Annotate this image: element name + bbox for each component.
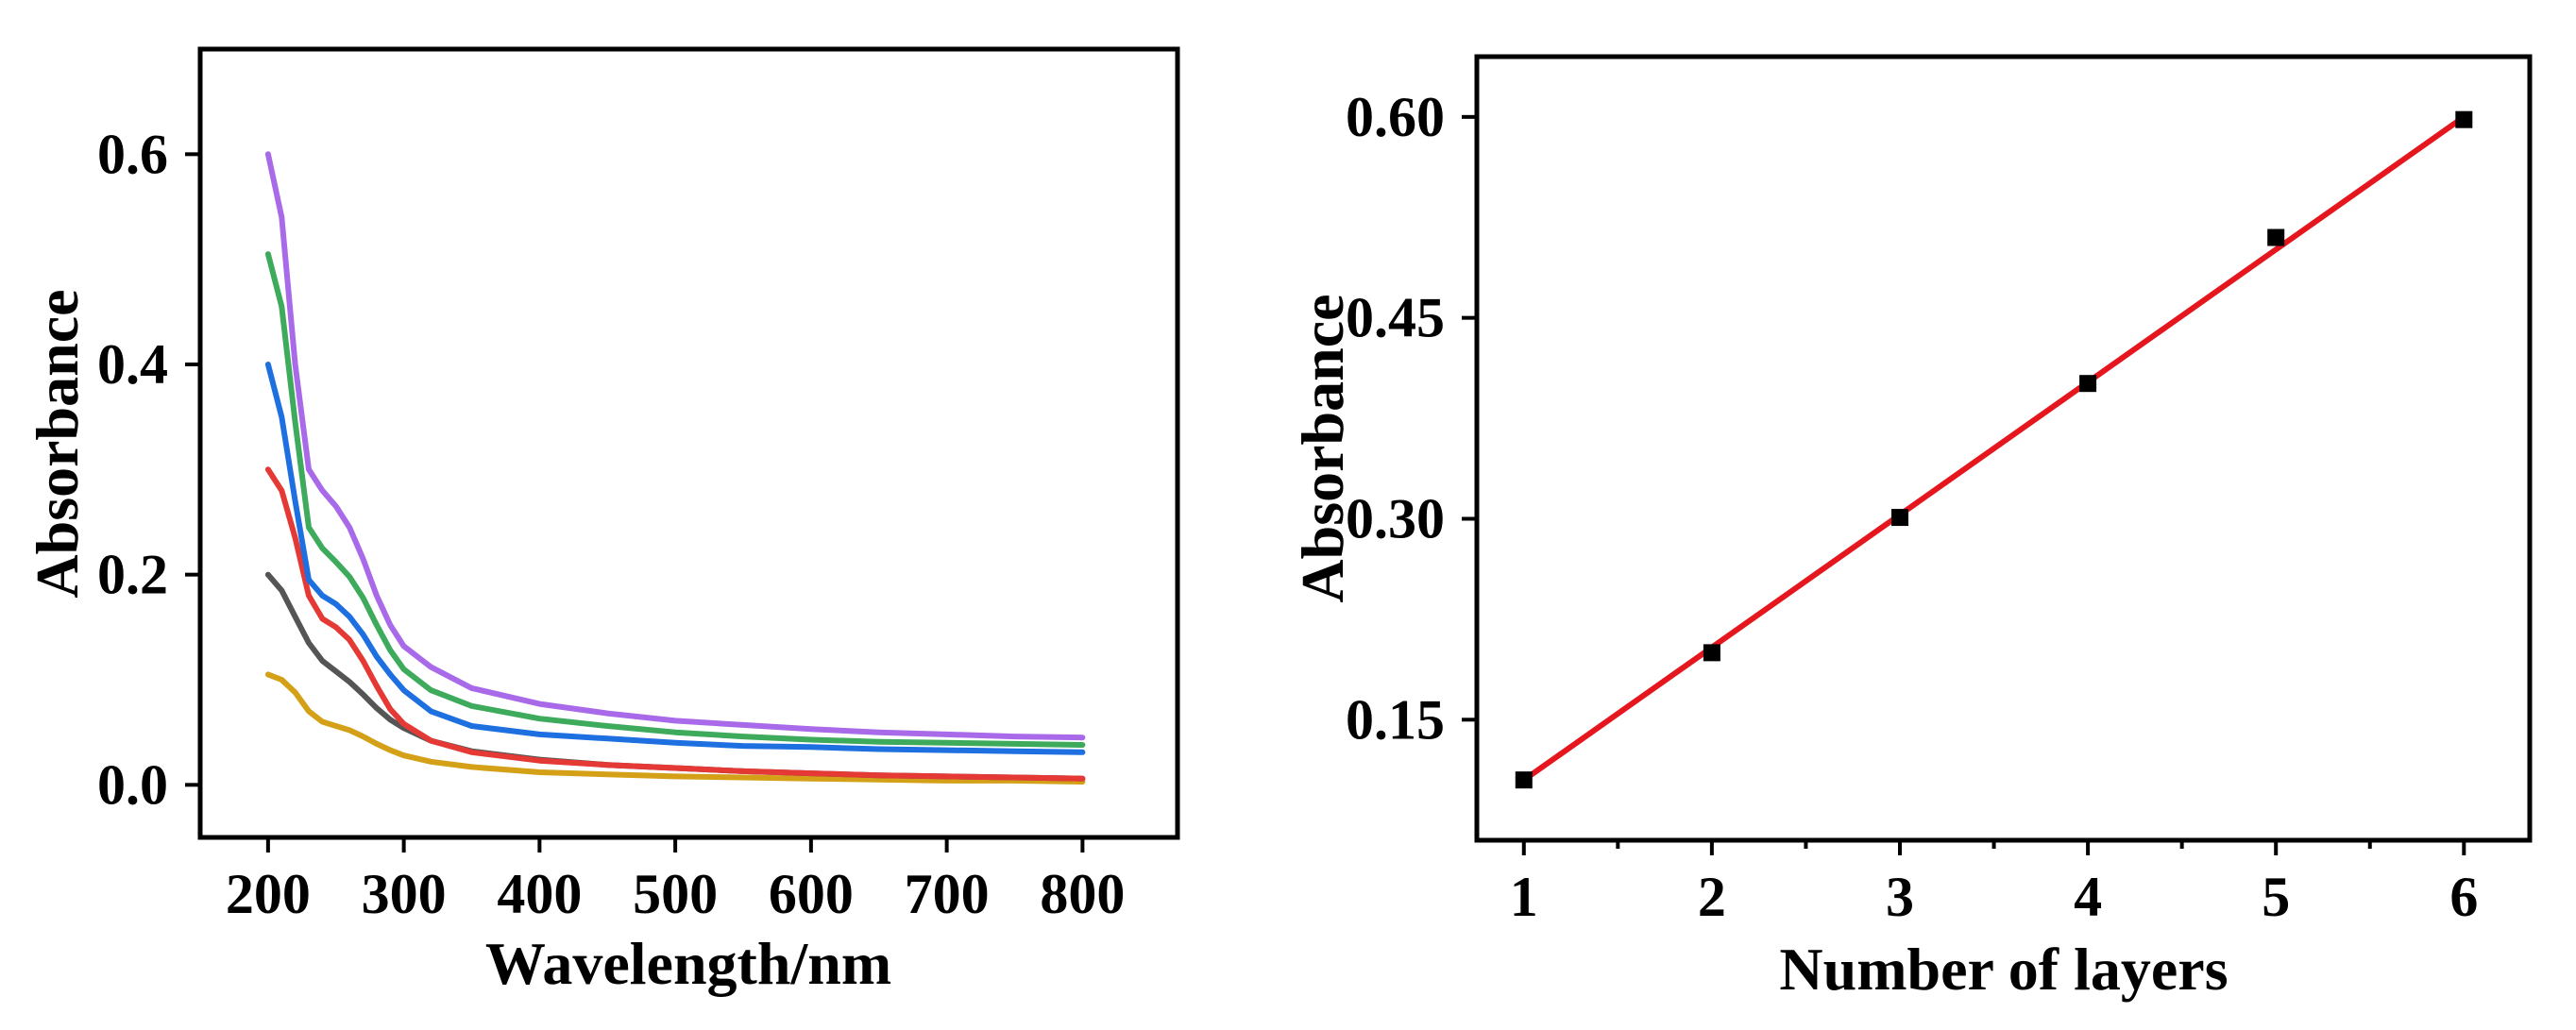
layers-x-tick-label: 6 — [2449, 866, 2478, 928]
spectra-plot-frame — [197, 46, 1180, 840]
spectra-y-tick-label: 0.6 — [97, 123, 168, 185]
data-point-2 — [1703, 644, 1720, 662]
layers-x-tick-label: 5 — [2262, 866, 2290, 928]
spectra-y-axis: 0.0 0.2 0.4 0.6 — [97, 123, 200, 816]
spectra-x-tick-label: 700 — [905, 863, 990, 925]
layers-x-tick-label: 4 — [2074, 866, 2102, 928]
spectrum-line-3-layers — [264, 466, 1086, 782]
spectrum-line-5-layers — [264, 251, 1086, 748]
layers-x-axis: 1 2 3 4 5 6 — [1510, 840, 2478, 928]
layers-y-axis-title: Absorbance — [1289, 294, 1356, 602]
spectrum-line-6-layers — [264, 151, 1086, 741]
layers-x-axis-title: Number of layers — [1779, 936, 2228, 1003]
spectra-y-tick-label: 0.4 — [97, 333, 168, 396]
data-point-6 — [2455, 110, 2473, 128]
layers-panel: 1 2 3 4 5 6 0.15 0.30 0.45 0.60 Number of layers… — [1289, 54, 2533, 1003]
spectra-x-tick-label: 800 — [1040, 863, 1125, 925]
linear-fit-line — [1520, 113, 2467, 784]
layers-points — [1515, 110, 2473, 789]
data-point-5 — [2267, 228, 2285, 246]
spectra-y-tick-label: 0.0 — [97, 753, 168, 816]
spectra-y-tick-label: 0.2 — [97, 544, 168, 606]
layers-fit — [1520, 113, 2467, 784]
layers-y-tick-label: 0.45 — [1346, 287, 1445, 349]
spectrum-line-4-layers — [264, 362, 1086, 755]
spectra-x-axis-title: Wavelength/nm — [485, 930, 891, 997]
layers-x-tick-label: 2 — [1698, 866, 1726, 928]
spectra-curves — [264, 151, 1086, 785]
layers-x-tick-label: 3 — [1886, 866, 1914, 928]
spectra-x-tick-label: 300 — [362, 863, 447, 925]
spectra-x-tick-label: 400 — [497, 863, 582, 925]
data-point-3 — [1890, 509, 1908, 527]
data-point-1 — [1515, 771, 1533, 789]
data-point-4 — [2079, 375, 2097, 393]
spectra-x-tick-label: 600 — [769, 863, 854, 925]
layers-y-tick-label: 0.30 — [1346, 487, 1445, 549]
spectra-x-tick-label: 200 — [226, 863, 311, 925]
spectra-panel: 200 300 400 500 600 700 800 0.0 0.2 0.4 0.6 Wavel… — [24, 46, 1180, 997]
spectra-y-axis-title: Absorbance — [24, 289, 91, 598]
layers-y-axis: 0.15 0.30 0.45 0.60 — [1346, 86, 1477, 751]
spectra-x-axis: 200 300 400 500 600 700 800 — [226, 837, 1125, 925]
layers-y-tick-label: 0.15 — [1346, 688, 1445, 751]
layers-plot-frame — [1474, 54, 2533, 843]
spectra-x-tick-label: 500 — [633, 863, 718, 925]
layers-y-tick-label: 0.60 — [1346, 86, 1445, 148]
layers-x-tick-label: 1 — [1510, 866, 1538, 928]
spectrum-line-1-layer — [264, 671, 1086, 785]
